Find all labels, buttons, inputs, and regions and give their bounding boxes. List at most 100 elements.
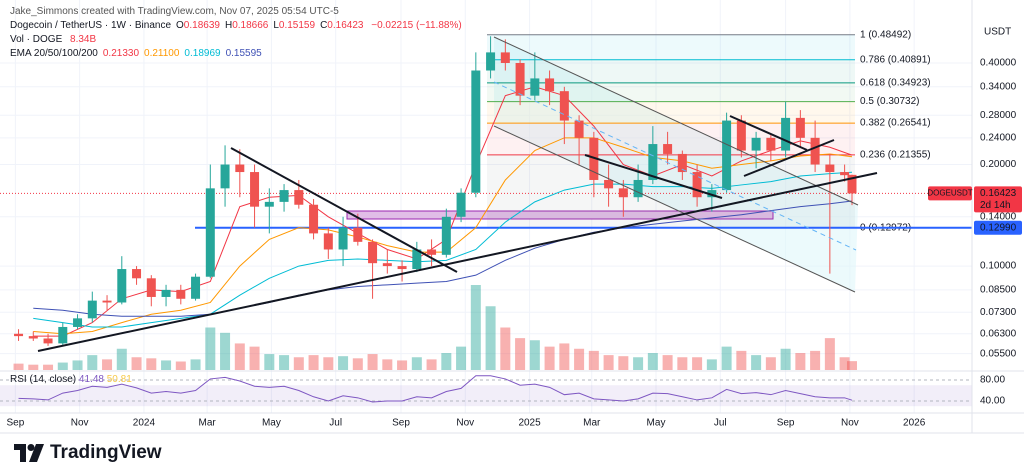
volume-bar <box>323 357 334 370</box>
volume-bar <box>426 359 437 370</box>
candle-body <box>235 164 245 173</box>
candle-body <box>117 269 127 303</box>
volume-bar <box>28 364 39 370</box>
ohlc-key: H <box>224 20 233 31</box>
candle-body <box>795 117 805 138</box>
fib-label: 0.5 (0.30732) <box>860 96 920 107</box>
candle-body <box>264 201 274 207</box>
candle-body <box>132 269 142 279</box>
volume-value: 8.34B <box>70 34 97 45</box>
candle-body <box>397 266 407 270</box>
candle-body <box>441 216 451 255</box>
fib-label: 0.618 (0.34923) <box>860 78 931 89</box>
y-tick-label: 0.10000 <box>980 261 1017 272</box>
volume-bar <box>279 355 290 370</box>
level-tag <box>974 220 1022 235</box>
volume-bar <box>382 359 393 370</box>
rsi-label: RSI (14, close) <box>10 374 77 385</box>
x-tick-label: Nov <box>841 418 859 429</box>
volume-bar <box>131 357 142 370</box>
volume-bar <box>588 350 599 370</box>
volume-bar <box>411 357 422 370</box>
volume-label: Vol · DOGE <box>10 34 63 45</box>
x-tick-label: Nov <box>456 418 474 429</box>
channel-upper <box>493 36 859 206</box>
y-tick-label: 0.14000 <box>980 211 1017 222</box>
ema-value: 0.15595 <box>225 48 262 59</box>
fib-band <box>487 34 855 60</box>
rsi <box>0 375 972 407</box>
volume-bar <box>293 357 304 370</box>
candle-body <box>840 172 850 176</box>
volume-bar <box>485 306 496 370</box>
volume-bar <box>441 353 452 370</box>
ema-label: EMA 20/50/100/200 <box>10 48 98 59</box>
volume-bar <box>249 346 260 370</box>
volume-bar <box>662 355 673 370</box>
volume-bar <box>515 338 526 370</box>
ohlc-key: L <box>273 20 279 31</box>
rsi-value: 41.48 <box>78 374 104 385</box>
volume-bar <box>308 355 319 370</box>
candle-body <box>368 241 378 264</box>
candle-body <box>382 263 392 267</box>
ohlc: O0.18639 H0.18666 L0.15159 C0.16423 <box>171 20 363 31</box>
candle-body <box>87 300 97 319</box>
volume-bar <box>765 357 776 370</box>
ema-value: 0.18969 <box>184 48 221 59</box>
candle-body <box>663 144 673 154</box>
volume-bar <box>57 362 68 370</box>
volume-bar <box>397 360 408 370</box>
ohlc-value: 0.16423 <box>327 20 364 31</box>
volume-bar <box>161 360 172 370</box>
ema-line <box>33 171 853 328</box>
volume-bar <box>116 348 127 370</box>
x-tick-label: Nov <box>71 418 89 429</box>
ohlc-value: 0.18639 <box>183 20 220 31</box>
ohlc-value: 0.18666 <box>232 20 269 31</box>
candle-body <box>456 192 466 217</box>
candle-body <box>28 336 38 339</box>
x-tick-label: Mar <box>199 418 217 429</box>
symbol-tag <box>928 186 972 201</box>
fib-label: 0.786 (0.40891) <box>860 54 931 65</box>
candle-body <box>692 172 702 198</box>
candle-body <box>677 153 687 173</box>
candle-body <box>781 117 791 151</box>
volume-bar <box>352 358 363 370</box>
volume-bar <box>13 363 24 370</box>
ema-line <box>33 200 853 317</box>
volume-bar <box>87 355 98 370</box>
candle-body <box>220 164 230 189</box>
volume-bar <box>43 364 54 370</box>
y-tick-label: 0.24000 <box>980 132 1017 143</box>
rsi-tick-label: 80.00 <box>980 375 1005 386</box>
volume-bar <box>574 348 585 370</box>
volume-bar <box>338 356 349 370</box>
candle-body <box>559 91 569 121</box>
y-tick-label: 0.28000 <box>980 110 1017 121</box>
volume-bar <box>559 343 570 370</box>
symbol-row: Dogecoin / TetherUS · 1W · Binance O0.186… <box>10 19 462 33</box>
x-tick-label: 2024 <box>133 418 156 429</box>
candle-body <box>58 326 68 344</box>
change: −0.02215 (−11.88%) <box>371 20 462 31</box>
rsi-legend: RSI (14, close) 41.48 50.81 <box>10 374 132 385</box>
x-tick-label: Sep <box>392 418 410 429</box>
ohlc-key: O <box>176 20 184 31</box>
ema-value: 0.21330 <box>102 48 140 59</box>
brand-name: TradingView <box>50 442 162 463</box>
candle-body <box>530 78 540 96</box>
x-tick-label: Jul <box>329 418 342 429</box>
candle-body <box>810 137 820 165</box>
candles <box>14 36 857 346</box>
volume-bar <box>810 350 821 370</box>
x-tick-label: Jul <box>714 418 727 429</box>
y-tick-label: 0.40000 <box>980 58 1017 69</box>
brand[interactable]: TradingView <box>14 441 162 465</box>
candle-body <box>574 120 584 138</box>
rsi-tick-label: 40.00 <box>980 396 1005 407</box>
ema-value: 0.21100 <box>144 48 180 59</box>
volume-row: Vol · DOGE 8.34B <box>10 33 462 47</box>
volume-bar <box>633 357 644 370</box>
